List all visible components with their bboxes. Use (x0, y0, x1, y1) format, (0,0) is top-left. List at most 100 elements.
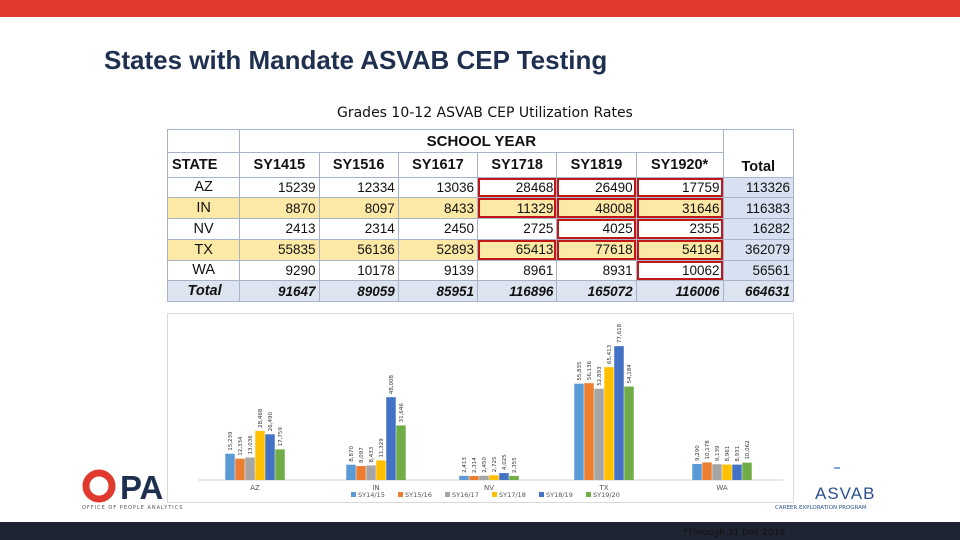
state-cell: IN (166, 197, 241, 220)
bar (722, 464, 732, 480)
bar (376, 460, 386, 480)
legend-label: SY15/16 (405, 491, 432, 499)
legend-label: SY16/17 (452, 491, 479, 499)
data-label: 77,618 (617, 323, 623, 343)
data-label: 48,008 (389, 374, 395, 394)
bar (614, 346, 624, 480)
bar (396, 425, 406, 480)
total-label-cell: Total (166, 280, 241, 302)
data-label: 28,468 (258, 408, 264, 428)
bar (479, 475, 489, 480)
data-label: 52,893 (597, 366, 603, 386)
legend-label: SY17/18 (499, 491, 526, 499)
data-label: 2,725 (492, 456, 498, 472)
state-cell: TX (166, 238, 241, 261)
data-label: 54,184 (627, 364, 633, 384)
table-row: TX 55835 56136 52893 65413 77618 54184 362079 (166, 238, 795, 261)
data-label: 8,961 (725, 446, 731, 462)
data-label: 2,413 (462, 457, 468, 473)
value-cell: 10062 (635, 259, 724, 282)
data-label: 12,334 (238, 436, 244, 456)
value-cell: 52893 (397, 238, 479, 261)
bar (265, 434, 275, 480)
data-label: 8,433 (369, 446, 375, 462)
data-label: 9,290 (695, 445, 701, 461)
table-header-row: STATE SY1415 SY1516 SY1617 SY1718 SY1819 SY19… (166, 152, 794, 178)
table-total-row: Total 91647 89059 85951 116896 165072 116006 66… (166, 280, 795, 302)
legend-swatch (539, 492, 544, 497)
year-column-header: SY1718 (477, 152, 558, 178)
asvab-tagline: CAREER EXPLORATION PROGRAM (775, 505, 867, 511)
table-row: NV 2413 2314 2450 2725 4025 2355 16282 (166, 218, 795, 240)
data-label: 31,646 (399, 403, 405, 423)
bar (469, 476, 479, 480)
bar (255, 430, 265, 480)
data-label: 26,490 (268, 412, 274, 432)
value-cell: 12334 (318, 176, 399, 199)
state-cell: WA (166, 259, 241, 282)
year-column-header: SY1415 (239, 152, 320, 178)
data-label: 8,931 (735, 446, 741, 462)
value-cell: 2355 (635, 218, 724, 240)
legend-label: SY19/20 (593, 491, 620, 499)
bar (574, 383, 584, 480)
bar (509, 475, 519, 480)
total-value-cell: 165072 (556, 280, 637, 302)
legend-swatch (351, 492, 356, 497)
table-row: IN 8870 8097 8433 11329 48008 31646 116383 (166, 197, 795, 220)
value-cell: 28468 (477, 176, 558, 199)
total-value-cell: 85951 (397, 280, 479, 302)
value-cell: 55835 (239, 238, 320, 261)
row-total-cell: 362079 (722, 238, 795, 261)
bar (742, 462, 752, 480)
bar (624, 386, 634, 480)
value-cell: 10178 (318, 259, 399, 282)
data-label: 56,136 (587, 360, 593, 380)
data-label: 9,139 (715, 445, 721, 461)
top-accent-bar (0, 0, 960, 17)
category-label: WA (716, 484, 728, 492)
value-cell: 2413 (239, 218, 320, 240)
value-cell: 8961 (477, 259, 558, 282)
opa-logo: PA (82, 468, 177, 509)
value-cell: 9290 (239, 259, 320, 282)
year-column-header: SY1819 (556, 152, 637, 178)
school-year-header: SCHOOL YEAR (239, 128, 724, 154)
data-label: 17,759 (278, 427, 284, 447)
utilization-table: SCHOOL YEAR Total STATE SY1415 SY1516 SY16… (166, 128, 795, 302)
value-cell: 17759 (635, 176, 724, 199)
bar (245, 457, 255, 480)
row-total-cell: 16282 (722, 218, 795, 240)
asvab-wordmark: ASVAB (815, 484, 876, 503)
data-label: 4,025 (502, 454, 508, 470)
row-total-cell: 113326 (722, 176, 795, 199)
data-label: 13,036 (248, 435, 254, 455)
bar (732, 464, 742, 480)
opa-subtitle: OFFICE OF PEOPLE ANALYTICS (82, 505, 184, 511)
bar (356, 466, 366, 480)
bar-chart: 15,239 12,334 13,036 28,468 26,490 17,759 AZ 8,… (198, 323, 783, 499)
value-cell: 15239 (239, 176, 320, 199)
legend-swatch (398, 492, 403, 497)
category-label: NV (484, 484, 494, 492)
value-cell: 65413 (477, 238, 558, 261)
data-label: 11,329 (379, 438, 385, 458)
total-value-cell: 89059 (318, 280, 399, 302)
value-cell: 26490 (556, 176, 637, 199)
legend-swatch (586, 492, 591, 497)
bar (604, 367, 614, 480)
bar (692, 463, 702, 480)
total-value-cell: 116006 (635, 280, 724, 302)
bar (386, 397, 396, 480)
data-label: 8,097 (359, 447, 365, 463)
row-total-cell: 56561 (722, 259, 795, 282)
grand-total-cell: 664631 (722, 280, 795, 302)
legend-label: SY18/19 (546, 491, 573, 499)
data-label: 55,835 (577, 361, 583, 381)
year-column-header: SY1920* (635, 152, 724, 178)
value-cell: 4025 (556, 218, 637, 240)
data-label: 2,314 (472, 457, 478, 473)
table-title: Grades 10-12 ASVAB CEP Utilization Rates (337, 105, 633, 121)
bar (702, 462, 712, 480)
data-label: 2,450 (482, 457, 488, 473)
